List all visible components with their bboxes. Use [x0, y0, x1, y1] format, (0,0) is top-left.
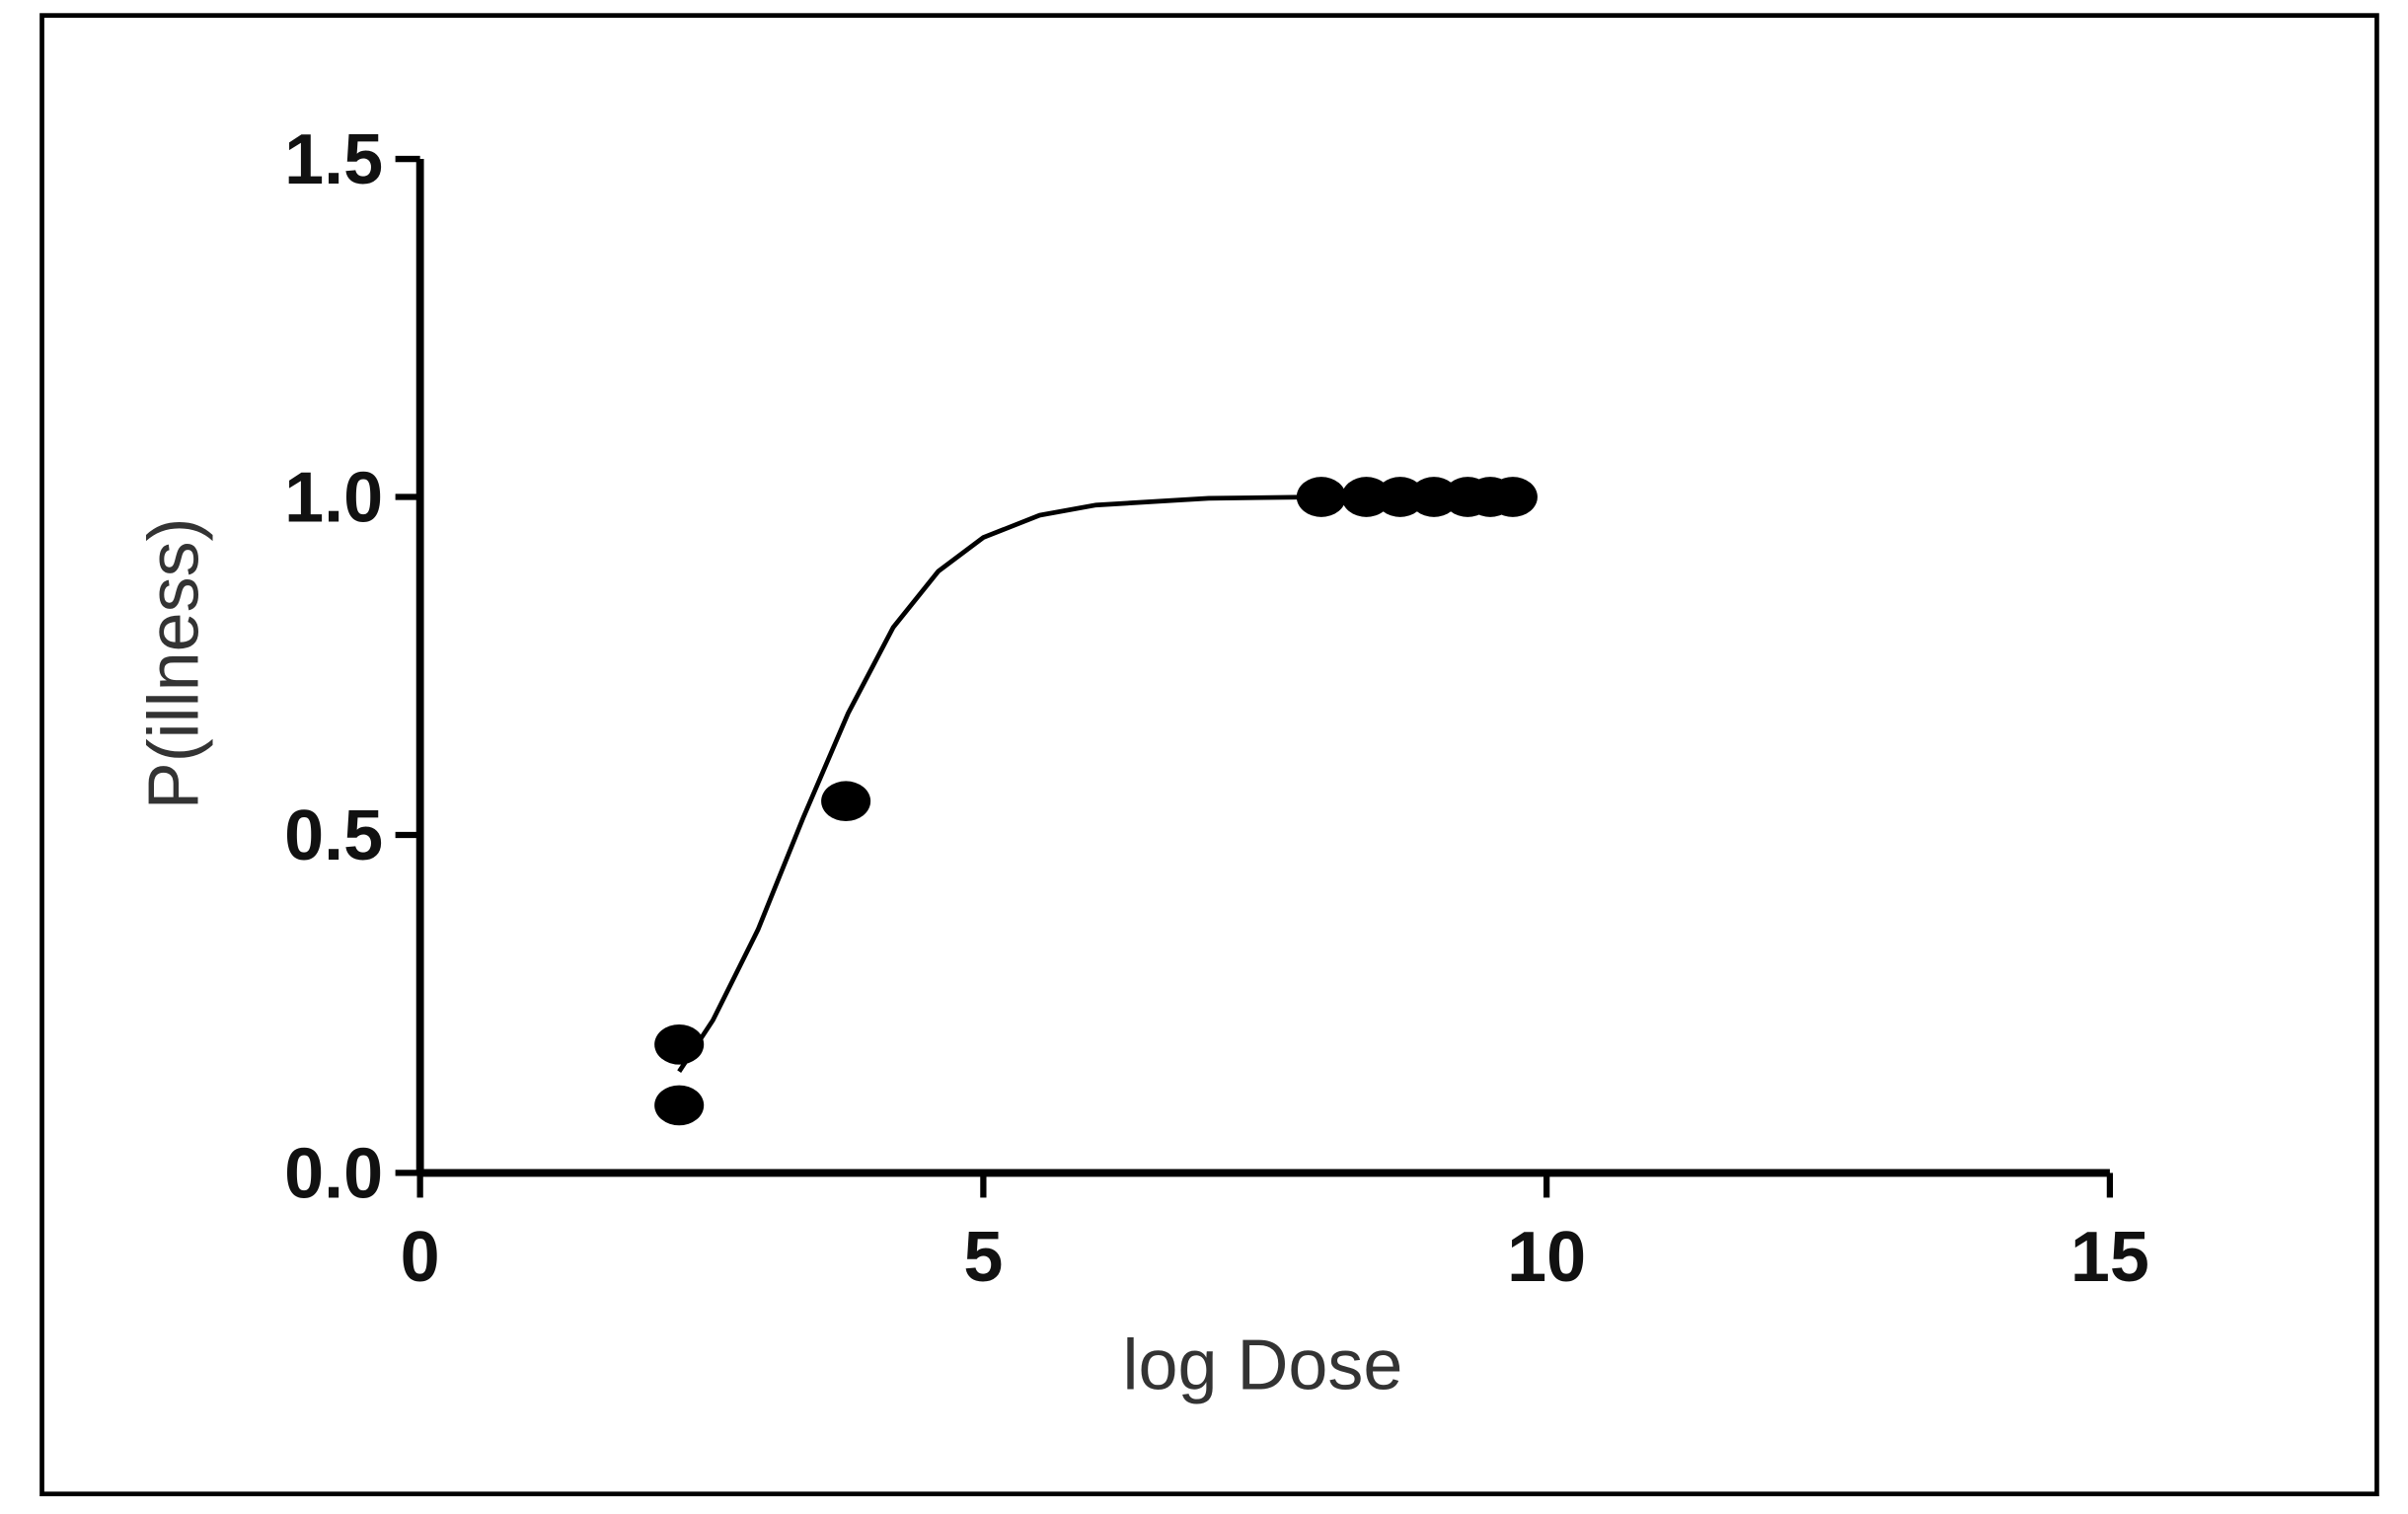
- x-tick-label: 10: [1507, 1218, 1586, 1297]
- data-point: [654, 1085, 705, 1126]
- frame: [39, 13, 2379, 1497]
- data-point: [821, 781, 871, 822]
- x-tick-label: 0: [401, 1218, 440, 1297]
- fit-curve: [677, 494, 1321, 1073]
- x-tick-label: 15: [2070, 1218, 2149, 1297]
- y-axis-title: P(illness): [134, 518, 213, 810]
- y-tick-label: 1.5: [284, 120, 383, 199]
- y-tick-label: 0.0: [284, 1134, 383, 1213]
- data-point: [1375, 477, 1425, 517]
- x-tick-label: 5: [963, 1218, 1003, 1297]
- data-point: [1341, 477, 1392, 517]
- y-tick-label: 0.5: [284, 796, 383, 875]
- data-point: [1408, 477, 1460, 517]
- data-point: [1487, 477, 1538, 517]
- y-tick-label: 1.0: [284, 459, 383, 538]
- x-axis-title: log Dose: [1122, 1325, 1402, 1404]
